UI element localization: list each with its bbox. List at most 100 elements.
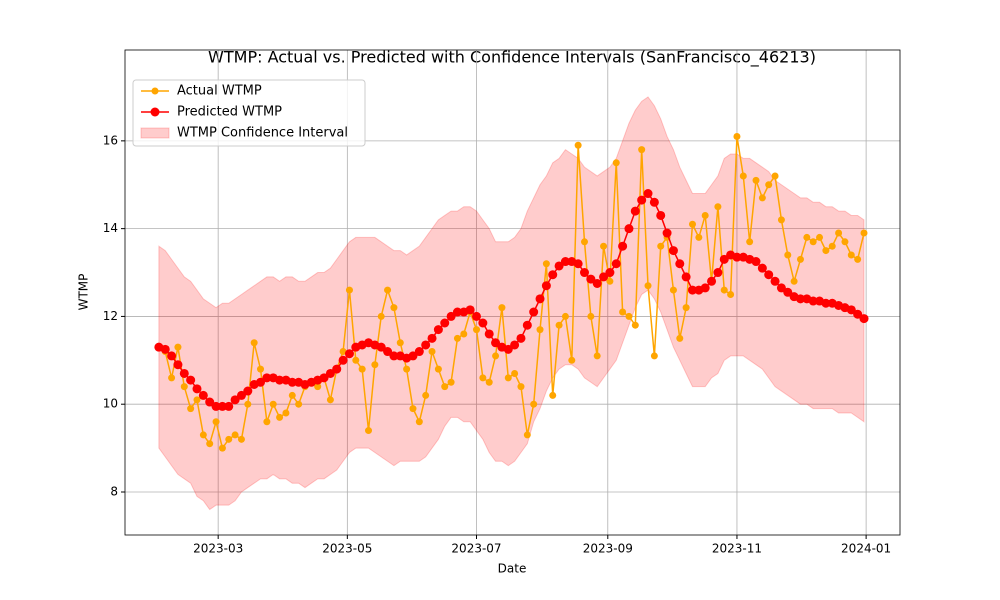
point (179, 368, 189, 378)
legend-label: WTMP Confidence Interval (177, 126, 348, 141)
point (605, 268, 615, 278)
point (465, 305, 475, 315)
legend-marker (150, 107, 160, 117)
point (701, 211, 709, 219)
point (243, 386, 253, 396)
point (256, 377, 266, 387)
series-line (158, 136, 865, 450)
legend-patch (140, 127, 170, 139)
point (568, 356, 576, 364)
point (276, 413, 284, 421)
point (484, 329, 494, 339)
point (408, 351, 418, 361)
x-tick-label: 2023-11 (712, 542, 762, 556)
point (217, 401, 227, 411)
point (447, 378, 455, 386)
point (771, 172, 779, 180)
point (579, 268, 589, 278)
x-tick-label: 2024-01 (841, 542, 891, 556)
point (498, 304, 506, 312)
point (656, 210, 666, 220)
point (287, 377, 297, 387)
point (643, 189, 653, 199)
point (619, 308, 627, 316)
x-tick-label: 2023-07 (451, 542, 501, 556)
point (523, 431, 531, 439)
point (422, 391, 430, 399)
point (314, 383, 322, 391)
point (225, 435, 233, 443)
point (714, 203, 722, 211)
point (535, 294, 545, 304)
point (650, 352, 658, 360)
point (860, 229, 868, 237)
point (365, 427, 373, 435)
y-axis-label: WTMP (77, 274, 91, 311)
point (376, 342, 386, 352)
point (790, 277, 798, 285)
legend-marker (151, 87, 159, 95)
point (319, 373, 329, 383)
point (192, 384, 202, 394)
legend-box (132, 79, 366, 147)
point (688, 220, 696, 228)
point (212, 418, 220, 426)
point (618, 241, 628, 251)
point (409, 405, 417, 413)
point (822, 247, 830, 255)
point (377, 312, 385, 320)
point (828, 242, 836, 250)
x-tick-label: 2023-03 (193, 542, 243, 556)
point (237, 435, 245, 443)
point (816, 233, 824, 241)
point (625, 312, 633, 320)
point (841, 238, 849, 246)
point (676, 334, 684, 342)
point (415, 418, 423, 426)
point (681, 272, 691, 282)
point (719, 254, 729, 264)
point (580, 238, 588, 246)
point (573, 259, 583, 269)
point (854, 255, 862, 263)
point (675, 259, 685, 269)
point (638, 146, 646, 154)
point (682, 304, 690, 312)
point (758, 194, 766, 202)
chart-title: WTMP: Actual vs. Predicted with Confiden… (208, 48, 816, 68)
point (530, 400, 538, 408)
point (198, 390, 208, 400)
point (371, 361, 379, 369)
point (224, 401, 234, 411)
point (250, 339, 258, 347)
point (541, 281, 551, 291)
y-tick-label: 12 (103, 309, 118, 323)
point (522, 320, 532, 330)
y-tick-label: 14 (103, 221, 118, 235)
point (687, 285, 697, 295)
point (288, 391, 296, 399)
point (637, 195, 647, 205)
point (727, 290, 735, 298)
point (384, 286, 392, 294)
point (339, 348, 347, 356)
confidence-band (158, 96, 865, 511)
point (733, 132, 741, 140)
y-tick-label: 16 (103, 133, 118, 147)
point (295, 400, 303, 408)
point (174, 343, 182, 351)
point (695, 233, 703, 241)
point (446, 311, 456, 321)
point (700, 283, 710, 293)
point (510, 340, 520, 350)
point (542, 260, 550, 268)
point (187, 405, 195, 413)
legend: Actual WTMP Predicted WTMP WTMP Confidence… (132, 79, 366, 147)
point (332, 364, 342, 374)
point (600, 242, 608, 250)
point (783, 287, 793, 297)
point (236, 390, 246, 400)
point (859, 314, 869, 324)
point (847, 251, 855, 259)
point (193, 396, 201, 404)
